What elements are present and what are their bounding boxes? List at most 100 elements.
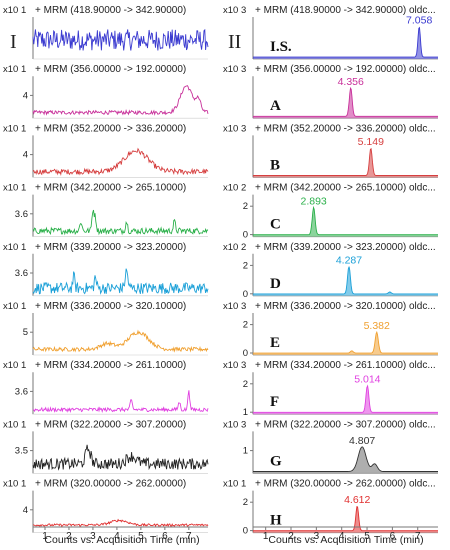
y-tick-label: 0 [243,348,248,359]
x-tick-label: 6 [390,531,396,542]
chart-panel-I-6: x10 1 + MRM (334.20000 -> 261.10000) 3.6 [3,360,209,415]
panel-title: + MRM (356.00000 -> 192.00000) oldc... [255,64,436,75]
peak-retention-label: 4.356 [338,76,364,88]
compound-label: C [270,217,281,233]
peak-area [253,385,438,415]
y-tick-label: 2 [243,379,248,390]
panel-title: + MRM (342.20000 -> 265.10000) oldc... [255,183,436,194]
y-tick-label: 4 [23,90,28,101]
exponent-label: x10 3 [223,360,246,371]
y-tick-label: 2 [243,260,248,271]
panel-title: + MRM (339.20000 -> 323.20000) oldc... [255,242,436,253]
chart-panel-II-0: x10 3 + MRM (418.90000 -> 342.90000) oldc… [223,5,438,60]
exponent-label: x10 1 [223,479,246,490]
x-tick-label: 5 [364,531,370,542]
chromatogram-trace [32,209,209,236]
chart-panel-II-4: x10 2 + MRM (339.20000 -> 323.20000) oldc… [223,242,438,300]
peak-retention-label: 5.149 [358,136,384,148]
chromatogram-trace [253,26,438,58]
y-tick-label: 2 [243,201,248,212]
compound-label: G [270,453,282,469]
chart-panel-II-3: x10 2 + MRM (342.20000 -> 265.10000) oldc… [223,183,438,241]
exponent-label: x10 1 [3,360,26,371]
peak-area [253,332,438,355]
chart-panel-I-0: x10 1 + MRM (418.90000 -> 342.90000) [3,5,209,60]
chromatogram-trace [32,329,209,353]
y-tick-label: 0 [243,526,248,537]
x-tick-label: 4 [339,531,345,542]
chart-panel-II-8: x10 1 + MRM (320.00000 -> 262.00000) oldc… [223,479,438,537]
panels-group: x10 1 + MRM (418.90000 -> 342.90000)x10 1… [3,5,438,542]
chromatogram-trace [32,28,209,51]
chart-panel-II-7: x10 3 + MRM (322.20000 -> 307.20000) oldc… [223,419,438,474]
peak-area [253,148,438,178]
chart-panel-I-1: x10 1 + MRM (356.00000 -> 192.00000) 4 [3,64,209,119]
exponent-label: x10 2 [223,242,246,253]
chart-panel-I-2: x10 1 + MRM (352.20000 -> 336.20000) 4 [3,123,209,178]
panel-title: + MRM (418.90000 -> 342.90000) oldc... [255,5,436,16]
y-tick-label: 1 [243,407,248,418]
x-tick-label: 2 [66,531,72,542]
compound-label: E [270,335,280,351]
exponent-label: x10 1 [3,301,26,312]
panel-title: + MRM (334.20000 -> 261.10000) [35,360,186,371]
panel-title: + MRM (352.20000 -> 336.20000) [35,123,186,134]
chart-panel-I-8: x10 1 + MRM (320.00000 -> 262.00000) 4 [3,479,209,533]
roman-label-II: II [228,31,241,53]
compound-label: D [270,276,281,292]
exponent-label: x10 1 [3,419,26,430]
peak-retention-label: 4.612 [344,494,370,506]
panel-title: + MRM (320.00000 -> 262.00000) oldc... [255,479,436,490]
roman-label-I: I [10,31,17,53]
chromatogram-trace [253,330,438,354]
y-tick-label: 4 [23,505,28,516]
chromatogram-trace [253,86,438,117]
y-tick-label: 1 [243,446,248,457]
chromatogram-trace [253,266,438,295]
panel-title: + MRM (356.00000 -> 192.00000) [35,64,186,75]
left-xlabel: Counts vs. Acquisition Time (min) [44,534,199,546]
peak-retention-label: 2.893 [301,195,327,207]
x-tick-label: 1 [42,531,48,542]
x-axis-I: 1 2 3 4 5 6 7 [33,526,208,542]
exponent-label: x10 1 [3,64,26,75]
chromatogram-trace [32,147,209,176]
y-tick-label: 0 [243,230,248,241]
peak-retention-label: 4.807 [349,435,375,447]
chart-panel-II-6: x10 3 + MRM (334.20000 -> 261.10000) oldc… [223,360,438,418]
chart-panel-I-4: x10 1 + MRM (339.20000 -> 323.20000) 3.6 [3,242,209,297]
exponent-label: x10 3 [223,123,246,134]
y-tick-label: 3.6 [15,209,28,220]
y-tick-label: 0 [243,289,248,300]
panel-title: + MRM (342.20000 -> 265.10000) [35,183,186,194]
panel-title: + MRM (336.20000 -> 320.10000) [35,301,186,312]
chromatogram-trace [253,505,438,532]
chromatogram-trace [32,268,209,295]
y-tick-label: 4 [23,150,28,161]
chromatogram-trace [253,384,438,413]
exponent-label: x10 2 [223,183,246,194]
exponent-label: x10 1 [3,123,26,134]
exponent-label: x10 3 [223,64,246,75]
x-tick-label: 7 [186,531,192,542]
peak-retention-label: 5.014 [354,374,380,386]
panel-title: + MRM (418.90000 -> 342.90000) [35,5,186,16]
exponent-label: x10 3 [223,301,246,312]
panel-title: + MRM (352.20000 -> 336.20000) oldc... [255,123,436,134]
chromatogram-trace [253,147,438,176]
chart-panel-I-5: x10 1 + MRM (336.20000 -> 320.10000) 5 [3,301,209,356]
compound-label: B [270,157,280,173]
compound-label: A [270,98,281,114]
compound-label: F [270,394,279,410]
exponent-label: x10 1 [3,242,26,253]
chart-panel-II-5: x10 3 + MRM (336.20000 -> 320.10000) oldc… [223,301,438,359]
x-tick-label: 6 [162,531,168,542]
y-tick-label: 3.6 [15,386,28,397]
chart-panel-II-1: x10 3 + MRM (356.00000 -> 192.00000) oldc… [223,64,438,119]
x-tick-label: 3 [90,531,96,542]
chromatogram-trace [32,444,209,471]
x-tick-label: 5 [138,531,144,542]
x-tick-label: 7 [415,531,421,542]
chromatogram-trace [33,518,209,528]
